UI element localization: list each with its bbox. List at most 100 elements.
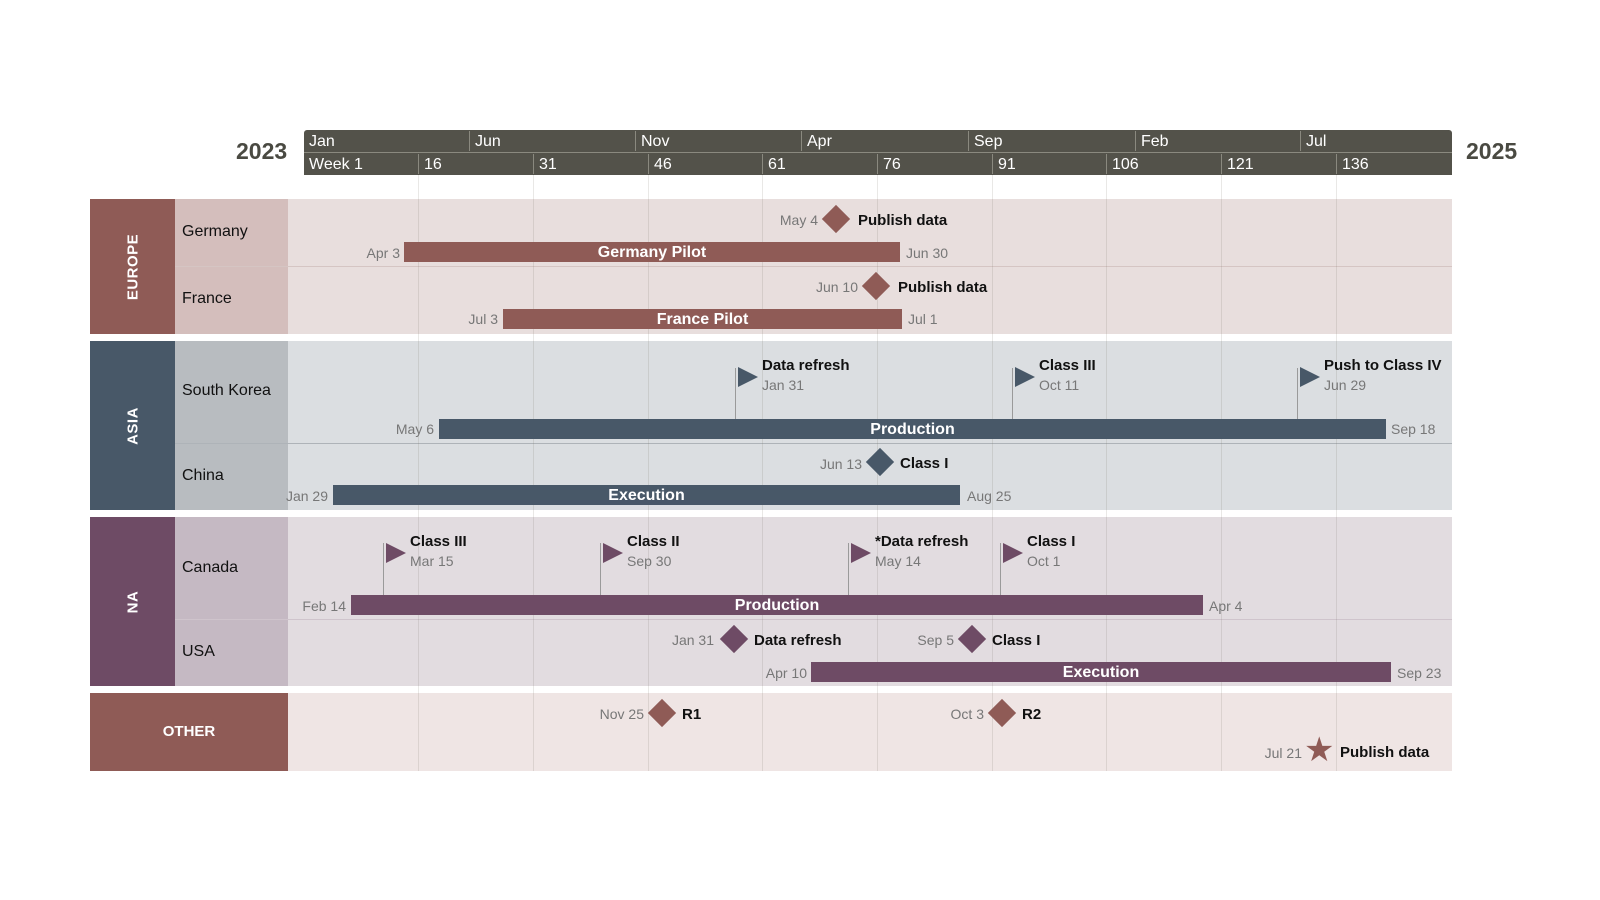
flag-milestone-icon[interactable]: [1015, 367, 1035, 387]
flag-pole: [735, 368, 736, 419]
bar-end-date: Jun 30: [906, 245, 949, 261]
row-label-china: China: [182, 467, 224, 484]
milestone-date: May 4: [779, 212, 818, 228]
flag-label: *Data refresh: [875, 533, 969, 550]
flag-date: Oct 11: [1039, 377, 1080, 393]
milestone-label: R1: [682, 706, 702, 723]
milestone-label: R2: [1022, 706, 1042, 723]
milestone-date: Jul 21: [1264, 745, 1302, 761]
bar-start-date: Feb 14: [302, 598, 346, 614]
flag-pole: [383, 543, 384, 595]
month-tick: Jan: [309, 133, 335, 150]
flag-milestone-icon[interactable]: [738, 367, 758, 387]
grid-line: [1336, 175, 1337, 771]
timeline-header: Jan Jun Nov Apr Sep Feb Jul Week 1 16 31…: [304, 130, 1452, 175]
month-row: Jan Jun Nov Apr Sep Feb Jul: [304, 131, 1452, 151]
week-tick: 61: [762, 154, 877, 174]
flag-date: Oct 1: [1027, 553, 1061, 569]
row-background: [288, 693, 1452, 771]
week-row: Week 1 16 31 46 61 76 91 106 121 136: [304, 154, 1452, 174]
flag-label: Class I: [1027, 533, 1076, 550]
bar-start-date: Apr 3: [366, 245, 400, 261]
milestone-date: Oct 3: [950, 706, 984, 722]
week-tick: 31: [533, 154, 648, 174]
milestone-date: Jun 10: [815, 279, 858, 295]
month-tick: Feb: [1135, 131, 1300, 151]
milestone-label: Publish data: [1340, 744, 1430, 761]
milestone-label: Class I: [992, 632, 1041, 649]
flag-milestone-icon[interactable]: [1300, 367, 1320, 387]
week-tick: 106: [1106, 154, 1221, 174]
week-tick: 16: [418, 154, 533, 174]
month-tick: Sep: [968, 131, 1135, 151]
flag-milestone-icon[interactable]: [386, 543, 406, 563]
week-tick: 121: [1221, 154, 1336, 174]
flag-milestone-icon[interactable]: [851, 543, 871, 563]
milestone-label: Class I: [900, 455, 949, 472]
flag-pole: [848, 543, 849, 595]
grid-line: [992, 175, 993, 771]
grid-line: [762, 175, 763, 771]
month-tick: Apr: [801, 131, 968, 151]
task-bar-france-pilot[interactable]: France Pilot: [503, 309, 902, 329]
task-bar-production[interactable]: Production: [439, 419, 1386, 439]
flag-label: Class II: [627, 533, 680, 550]
region-label-asia: ASIA: [90, 341, 175, 510]
row-label-column: South Korea China: [175, 341, 288, 510]
region-label-na: NA: [90, 517, 175, 686]
milestone-date: Sep 5: [917, 632, 954, 648]
flag-pole: [1000, 543, 1001, 595]
row-label-usa: USA: [182, 643, 215, 660]
week-tick: 91: [992, 154, 1106, 174]
week-tick: Week 1: [309, 156, 363, 173]
grid-line: [648, 175, 649, 771]
milestone-label: Data refresh: [754, 632, 842, 649]
task-bar-production[interactable]: Production: [351, 595, 1203, 615]
flag-label: Data refresh: [762, 357, 850, 374]
flag-date: Jan 31: [762, 377, 805, 393]
milestone-date: Jun 13: [819, 456, 862, 472]
row-label-france: France: [182, 290, 232, 307]
flag-date: Mar 15: [410, 553, 454, 569]
star-milestone-icon[interactable]: ★: [1304, 731, 1335, 769]
flag-date: May 14: [875, 553, 921, 569]
flag-milestone-icon[interactable]: [1003, 543, 1023, 563]
bar-end-date: Sep 18: [1391, 421, 1436, 437]
region-label-other: OTHER: [90, 693, 288, 771]
milestone-date: Jan 31: [671, 632, 714, 648]
grid-line: [1221, 175, 1222, 771]
start-year-label: 2023: [236, 138, 288, 164]
row-label-canada: Canada: [182, 559, 239, 576]
bar-start-date: Jan 29: [285, 488, 328, 504]
flag-date: Jun 29: [1324, 377, 1367, 393]
month-tick: Jul: [1300, 131, 1452, 151]
milestone-label: Publish data: [898, 279, 988, 296]
month-tick: Nov: [635, 131, 801, 151]
week-tick: 76: [877, 154, 992, 174]
row-label-south-korea: South Korea: [182, 382, 271, 399]
flag-label: Class III: [410, 533, 467, 550]
flag-milestone-icon[interactable]: [603, 543, 623, 563]
bar-end-date: Sep 23: [1397, 665, 1442, 681]
bar-start-date: Apr 10: [765, 665, 807, 681]
bar-end-date: Aug 25: [967, 488, 1012, 504]
region-na: NA Canada USA: [90, 517, 1452, 686]
row-label-column: Canada USA: [175, 517, 288, 686]
bar-end-date: Jul 1: [908, 311, 938, 327]
task-bar-execution[interactable]: Execution: [811, 662, 1391, 682]
grid-line: [1106, 175, 1107, 771]
flag-label: Push to Class IV: [1324, 357, 1442, 374]
region-label-europe: EUROPE: [90, 199, 175, 334]
milestone-label: Publish data: [858, 212, 948, 229]
grid-line: [533, 175, 534, 771]
bar-end-date: Apr 4: [1209, 598, 1243, 614]
row-divider: [175, 266, 1452, 267]
milestone-date: Nov 25: [599, 706, 644, 722]
flag-pole: [1297, 368, 1298, 419]
bar-start-date: May 6: [395, 421, 434, 437]
bar-start-date: Jul 3: [468, 311, 498, 327]
task-bar-germany-pilot[interactable]: Germany Pilot: [404, 242, 900, 262]
week-tick: 46: [648, 154, 762, 174]
end-year-label: 2025: [1466, 138, 1518, 164]
task-bar-execution[interactable]: Execution: [333, 485, 960, 505]
